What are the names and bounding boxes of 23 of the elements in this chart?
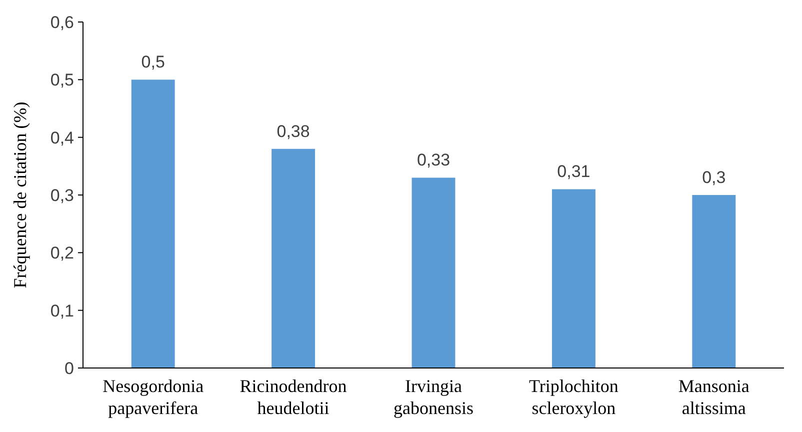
y-tick-label: 0 [64,358,74,378]
y-tick-label: 0,4 [50,128,74,148]
bar [272,148,316,368]
y-tick-label: 0,2 [50,244,74,263]
x-tick-label: Triplochiton scleroxylon [529,376,618,418]
bar [412,178,456,368]
data-label: 0,38 [276,122,310,141]
y-tick-label: 0,1 [50,301,74,320]
data-label: 0,3 [702,168,726,187]
data-label: 0,5 [141,52,165,72]
bar [552,189,596,368]
x-tick-label: Nesogordonia papaverifera [102,376,204,418]
y-tick-label: 0,3 [50,186,74,205]
x-tick-label: Irvingia gabonensis [394,376,474,418]
y-axis-title: Fréquence de citation (%) [10,102,30,288]
data-label: 0,31 [557,162,590,182]
bar [692,195,736,368]
y-tick-label: 0,6 [50,12,74,32]
bar [131,80,175,368]
y-tick-label: 0,5 [50,70,74,90]
x-tick-label: Mansonia altissima [678,376,750,418]
x-tick-label: Ricinodendron heudelotii [240,376,347,418]
data-label: 0,33 [416,150,450,170]
